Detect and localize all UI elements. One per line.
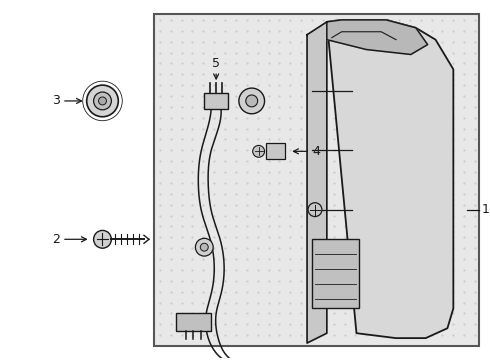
Polygon shape: [327, 20, 428, 54]
Bar: [175, 314, 211, 331]
Bar: [312, 239, 360, 309]
Circle shape: [94, 230, 111, 248]
Text: 1: 1: [482, 203, 490, 216]
Polygon shape: [307, 22, 327, 343]
Bar: [154, 14, 479, 346]
Circle shape: [239, 88, 265, 114]
Text: 5: 5: [212, 57, 220, 70]
Text: 4: 4: [312, 145, 320, 158]
Circle shape: [87, 85, 118, 117]
Circle shape: [196, 238, 213, 256]
Bar: [266, 143, 285, 159]
Text: 3: 3: [52, 94, 60, 107]
Text: 2: 2: [52, 233, 60, 246]
Circle shape: [253, 145, 265, 157]
Circle shape: [246, 95, 258, 107]
Circle shape: [308, 203, 322, 217]
Circle shape: [200, 243, 208, 251]
Circle shape: [94, 92, 111, 110]
Polygon shape: [327, 20, 453, 338]
Bar: [204, 93, 228, 109]
Circle shape: [98, 97, 106, 105]
